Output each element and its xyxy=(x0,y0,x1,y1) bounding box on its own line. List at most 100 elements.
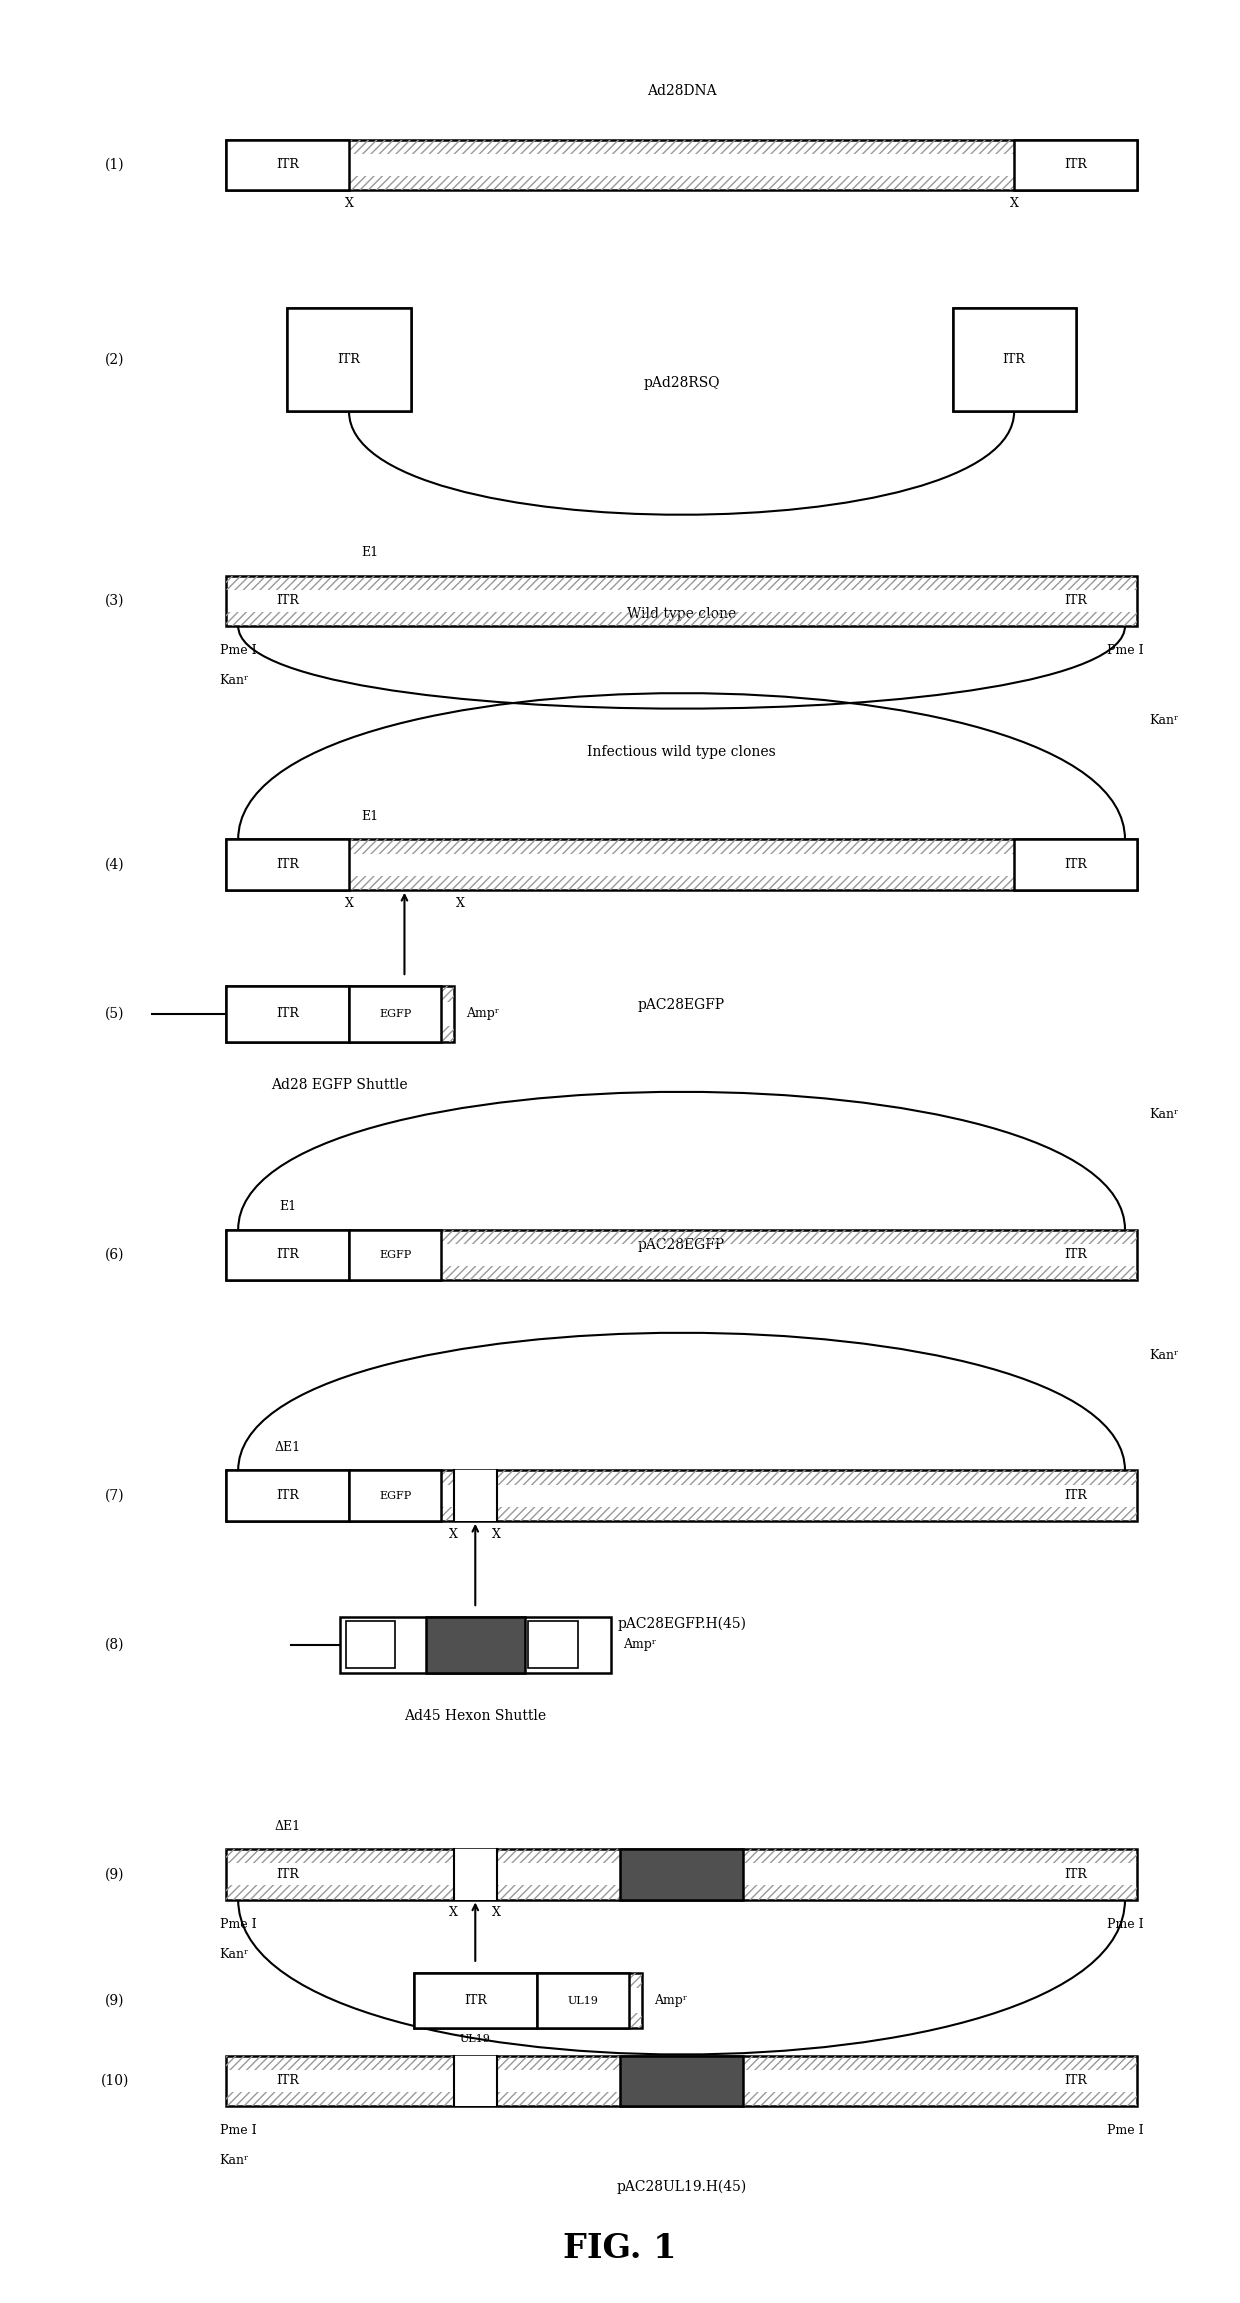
Text: X: X xyxy=(492,1907,501,1918)
Text: ITR: ITR xyxy=(277,159,299,170)
Text: ITR: ITR xyxy=(1003,352,1025,366)
Text: ITR: ITR xyxy=(1064,159,1087,170)
Text: (3): (3) xyxy=(105,594,125,608)
Text: (9): (9) xyxy=(105,1868,125,1882)
Text: ITR: ITR xyxy=(277,1868,299,1882)
Text: (10): (10) xyxy=(100,2073,129,2089)
Text: ITR: ITR xyxy=(1064,1490,1087,1502)
Text: X: X xyxy=(455,896,464,910)
Bar xyxy=(952,309,1076,339)
Text: Kanʳ: Kanʳ xyxy=(219,1948,249,1960)
Bar xyxy=(226,1849,1137,1863)
Bar xyxy=(226,838,1137,889)
Bar xyxy=(226,1469,1137,1520)
Text: ITR: ITR xyxy=(1064,859,1087,871)
Text: Kanʳ: Kanʳ xyxy=(219,675,249,686)
Bar xyxy=(226,1469,1137,1485)
Text: ITR: ITR xyxy=(277,594,299,608)
Text: ΔE1: ΔE1 xyxy=(274,1819,300,1833)
Text: (8): (8) xyxy=(105,1637,125,1651)
Text: (4): (4) xyxy=(105,857,125,871)
Bar xyxy=(288,309,410,339)
Text: (9): (9) xyxy=(105,1994,125,2008)
Text: E1: E1 xyxy=(361,811,378,824)
Text: X: X xyxy=(449,1907,458,1918)
Text: Ampʳ: Ampʳ xyxy=(622,1637,656,1651)
Text: X: X xyxy=(449,1527,458,1541)
Text: ITR: ITR xyxy=(277,1248,299,1262)
Text: Ampʳ: Ampʳ xyxy=(466,1006,500,1020)
Bar xyxy=(414,1974,537,2029)
Bar xyxy=(226,2057,1137,2105)
Bar xyxy=(226,1267,1137,1280)
Bar xyxy=(226,1886,1137,1900)
Text: E1: E1 xyxy=(361,546,378,560)
Text: Ad45 Hexon Shuttle: Ad45 Hexon Shuttle xyxy=(404,1709,547,1723)
Bar xyxy=(1014,838,1137,889)
Text: ITR: ITR xyxy=(277,1006,299,1020)
Text: Pme I: Pme I xyxy=(1107,2123,1143,2137)
Bar xyxy=(226,576,1137,590)
Bar xyxy=(226,2091,1137,2105)
Text: Kanʳ: Kanʳ xyxy=(219,2153,249,2167)
Bar xyxy=(288,309,410,412)
Text: ITR: ITR xyxy=(1064,1868,1087,1882)
Bar xyxy=(348,1230,441,1280)
Bar xyxy=(620,2057,743,2105)
Bar xyxy=(226,1849,1137,1900)
Bar xyxy=(226,838,1137,854)
Text: EGFP: EGFP xyxy=(379,1009,412,1018)
Bar xyxy=(226,986,454,1041)
Bar xyxy=(226,875,1137,889)
Text: Infectious wild type clones: Infectious wild type clones xyxy=(588,746,776,760)
Text: Ad28 EGFP Shuttle: Ad28 EGFP Shuttle xyxy=(272,1078,408,1092)
Text: ITR: ITR xyxy=(1064,1248,1087,1262)
Text: Pme I: Pme I xyxy=(219,645,257,656)
Text: pAd28RSQ: pAd28RSQ xyxy=(644,375,720,389)
Text: Pme I: Pme I xyxy=(1107,1918,1143,1930)
Text: (7): (7) xyxy=(105,1488,125,1502)
Text: (1): (1) xyxy=(105,159,125,173)
Bar xyxy=(952,309,1076,412)
Text: EGFP: EGFP xyxy=(379,1251,412,1260)
Bar xyxy=(226,838,348,889)
Bar xyxy=(952,309,1076,412)
Bar xyxy=(226,140,1137,154)
Bar xyxy=(226,576,1137,626)
Bar xyxy=(348,1469,441,1520)
Text: UL19: UL19 xyxy=(568,1994,599,2006)
Text: Ampʳ: Ampʳ xyxy=(653,1994,687,2006)
Bar xyxy=(226,1230,1137,1280)
Bar xyxy=(414,2013,641,2029)
Text: pAC28UL19.H(45): pAC28UL19.H(45) xyxy=(616,2179,746,2195)
Bar xyxy=(226,140,348,191)
Bar xyxy=(288,380,410,412)
Bar xyxy=(454,1469,497,1520)
Text: UL19: UL19 xyxy=(460,2034,491,2045)
Text: X: X xyxy=(1009,198,1018,210)
Text: FIG. 1: FIG. 1 xyxy=(563,2232,677,2264)
Text: ITR: ITR xyxy=(1064,594,1087,608)
Text: pAC28EGFP: pAC28EGFP xyxy=(639,997,725,1011)
Text: (2): (2) xyxy=(105,352,125,366)
Bar xyxy=(226,1506,1137,1520)
Bar xyxy=(226,175,1137,191)
Bar xyxy=(346,1621,396,1667)
Bar xyxy=(226,1230,348,1280)
Text: Ad28DNA: Ad28DNA xyxy=(647,85,717,99)
Bar xyxy=(454,2057,497,2105)
Text: ITR: ITR xyxy=(277,2075,299,2087)
Bar xyxy=(226,1027,454,1041)
Bar xyxy=(340,1617,611,1672)
Bar xyxy=(288,309,410,412)
Bar xyxy=(454,1849,497,1900)
Bar xyxy=(226,986,348,1041)
Bar xyxy=(952,380,1076,412)
Bar xyxy=(348,986,441,1041)
Text: Pme I: Pme I xyxy=(219,2123,257,2137)
Text: E1: E1 xyxy=(279,1200,296,1214)
Text: ITR: ITR xyxy=(337,352,361,366)
Bar xyxy=(226,2057,1137,2070)
Bar xyxy=(226,140,1137,191)
Bar xyxy=(427,1617,525,1672)
